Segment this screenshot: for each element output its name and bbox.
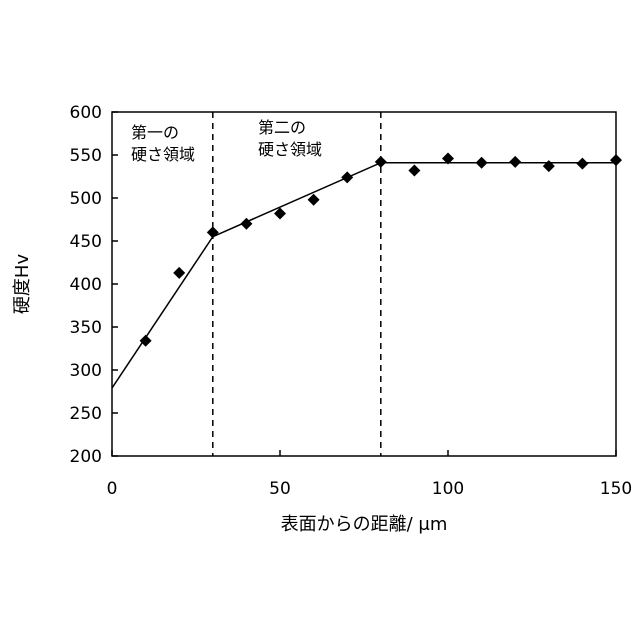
y-tick-label: 500 bbox=[70, 189, 102, 209]
data-point-marker bbox=[509, 156, 521, 168]
y-tick-label: 450 bbox=[70, 232, 102, 252]
region-dividers bbox=[213, 112, 381, 456]
y-tick-label: 550 bbox=[70, 146, 102, 166]
y-tick-label: 300 bbox=[70, 361, 102, 381]
data-point-marker bbox=[543, 160, 555, 172]
data-point-marker bbox=[341, 171, 353, 183]
y-tick-label: 250 bbox=[70, 404, 102, 424]
x-tick-label: 150 bbox=[600, 479, 632, 499]
region-2-label-line-1: 第二の bbox=[258, 118, 306, 137]
data-point-marker bbox=[476, 157, 488, 169]
y-tick-label: 350 bbox=[70, 318, 102, 338]
y-tick-label: 600 bbox=[70, 103, 102, 123]
region-1-label-line-1: 第一の bbox=[131, 123, 179, 142]
x-axis-ticks: 0 50 100 150 bbox=[107, 450, 633, 499]
data-point-marker bbox=[576, 158, 588, 170]
region-1-label-line-2: 硬さ領域 bbox=[131, 145, 195, 164]
data-point-marker bbox=[610, 154, 622, 166]
y-axis-ticks: 200 250 300 350 400 450 500 550 600 bbox=[70, 103, 118, 467]
data-point-marker bbox=[375, 156, 387, 168]
y-tick-label: 200 bbox=[70, 447, 102, 467]
y-tick-label: 400 bbox=[70, 275, 102, 295]
region-2-label-line-2: 硬さ領域 bbox=[258, 140, 322, 159]
trend-line bbox=[112, 163, 616, 388]
data-point-marker bbox=[173, 267, 185, 279]
x-axis-title: 表面からの距離/ μm bbox=[281, 514, 448, 535]
x-tick-label: 0 bbox=[107, 479, 118, 499]
x-tick-label: 100 bbox=[432, 479, 464, 499]
data-point-marker bbox=[207, 226, 219, 238]
data-point-marker bbox=[308, 194, 320, 206]
x-tick-label: 50 bbox=[269, 479, 291, 499]
y-axis-title: 硬度Hv bbox=[12, 254, 33, 315]
data-point-marker bbox=[408, 164, 420, 176]
